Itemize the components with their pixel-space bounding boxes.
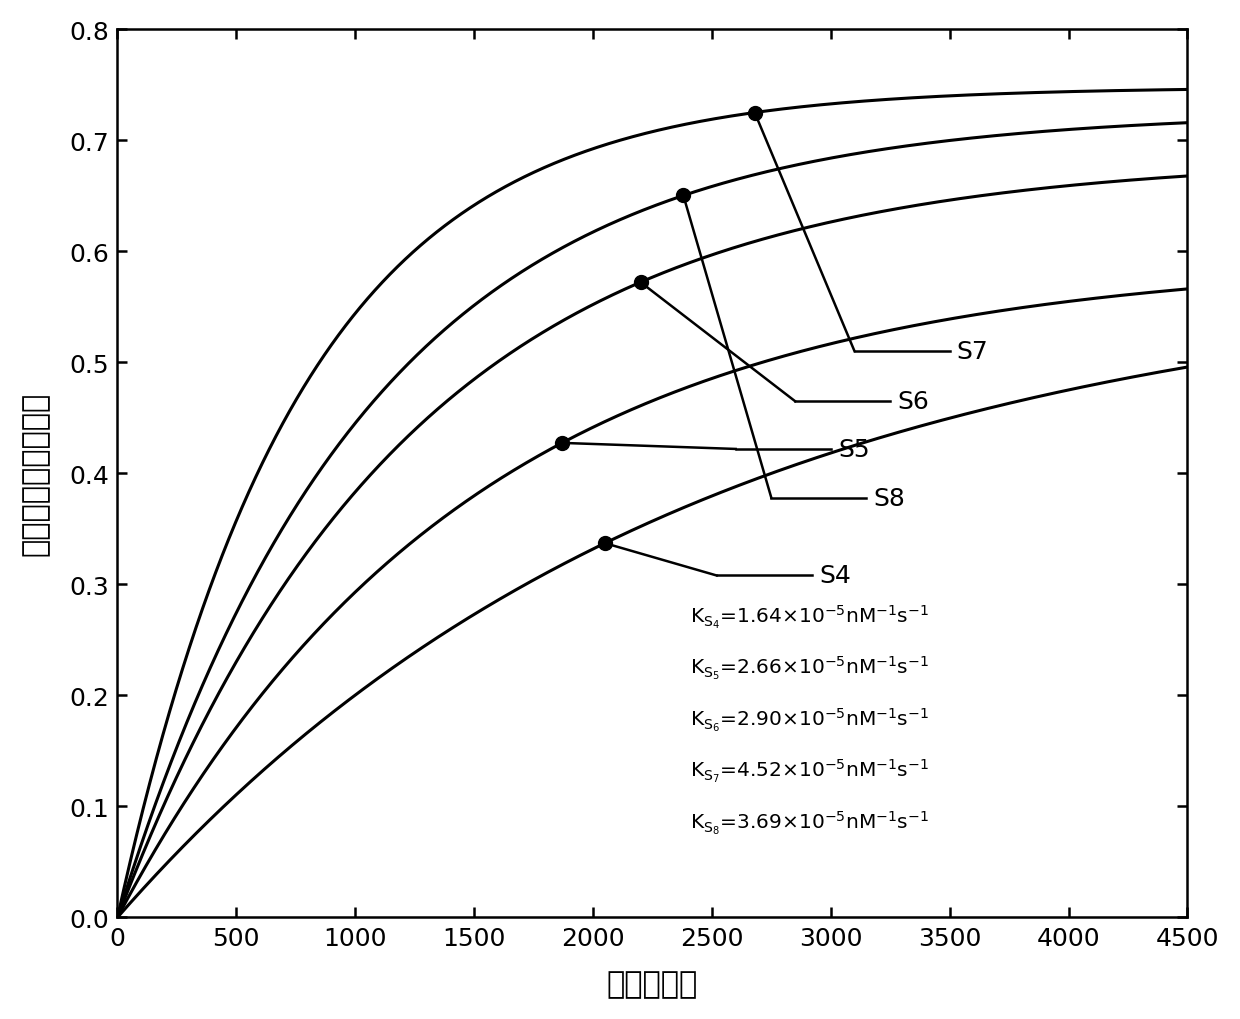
Text: $\mathrm{K_{S_4}}$=1.64×10$^{-5}$nM$^{-1}$s$^{-1}$: $\mathrm{K_{S_4}}$=1.64×10$^{-5}$nM$^{-1… — [689, 602, 929, 630]
Y-axis label: 荧光强度（归一化）: 荧光强度（归一化） — [21, 392, 50, 556]
Text: S6: S6 — [898, 390, 929, 414]
X-axis label: 时间（秒）: 时间（秒） — [606, 969, 698, 999]
Text: S8: S8 — [873, 486, 905, 511]
Text: $\mathrm{K_{S_8}}$=3.69×10$^{-5}$nM$^{-1}$s$^{-1}$: $\mathrm{K_{S_8}}$=3.69×10$^{-5}$nM$^{-1… — [689, 808, 929, 836]
Text: $\mathrm{K_{S_7}}$=4.52×10$^{-5}$nM$^{-1}$s$^{-1}$: $\mathrm{K_{S_7}}$=4.52×10$^{-5}$nM$^{-1… — [689, 757, 929, 785]
Text: S7: S7 — [957, 340, 988, 364]
Text: S5: S5 — [838, 437, 869, 462]
Text: S4: S4 — [818, 564, 851, 588]
Text: $\mathrm{K_{S_5}}$=2.66×10$^{-5}$nM$^{-1}$s$^{-1}$: $\mathrm{K_{S_5}}$=2.66×10$^{-5}$nM$^{-1… — [689, 654, 929, 682]
Text: $\mathrm{K_{S_6}}$=2.90×10$^{-5}$nM$^{-1}$s$^{-1}$: $\mathrm{K_{S_6}}$=2.90×10$^{-5}$nM$^{-1… — [689, 705, 929, 733]
